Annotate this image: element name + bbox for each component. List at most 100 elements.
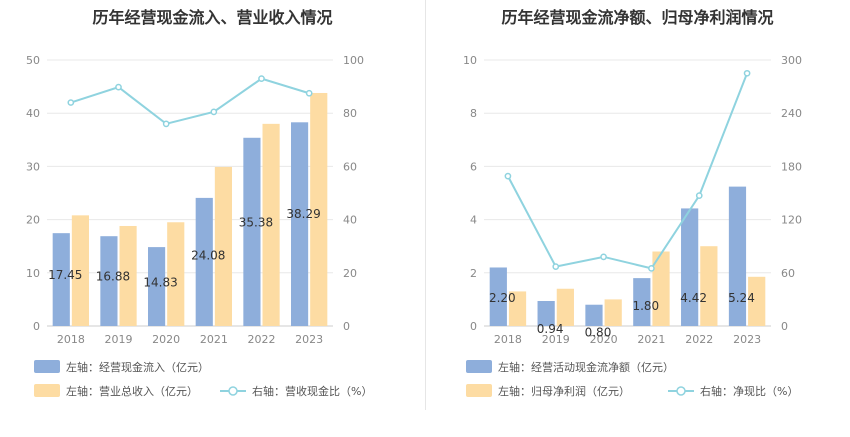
bar-value-label: 4.42 [680,291,707,305]
cash-inflow-revenue-chart: 0 10 20 30 40 50 0 20 40 60 80 100 2018 2019 2020 2021 2… [26,54,372,398]
bar-secondary [71,215,89,326]
panel-divider [425,0,426,410]
legend-label: 右轴：营收现金比（%） [252,384,372,398]
legend-swatch [466,384,492,397]
x-axis-tick: 2022 [685,333,713,346]
bar-value-label: 17.45 [48,268,82,282]
ratio-point [115,83,122,91]
legend-label: 左轴：归母净利润（亿元） [498,384,630,398]
bar-primary [243,137,261,326]
bar-value-label: 14.83 [143,276,177,290]
bar-value-label: 0.94 [537,322,564,336]
left-axis-tick: 20 [26,214,40,227]
x-axis-tick: 2020 [590,333,618,346]
bar-primary [148,247,166,326]
ratio-point [67,99,75,106]
ratio-point [504,172,512,180]
bar-value-label: 0.80 [585,326,612,340]
ratio-point [695,192,703,200]
bar-primary [195,197,213,326]
right-axis-tick: 300 [781,54,802,67]
x-axis-tick: 2023 [295,333,323,346]
right-axis-tick: 120 [781,214,802,227]
legend-swatch [34,360,60,373]
bar-secondary [604,299,622,326]
ratio-point [258,75,265,82]
bar-value-label: 38.29 [286,207,320,221]
bar-value-label: 5.24 [728,291,755,305]
x-axis-tick: 2018 [494,333,522,346]
ratio-point [305,89,313,97]
left-axis-tick: 40 [26,107,40,120]
right-axis-tick: 40 [343,214,357,227]
ratio-point [743,69,751,77]
right-axis-tick: 20 [343,267,357,280]
net-cashflow-profit-chart: 0 2 4 6 8 10 0 60 120 180 240 300 2018 2019 2020 2021 20… [463,54,802,398]
bar-primary [681,208,699,326]
ratio-point [162,120,170,128]
left-axis-tick: 8 [470,107,477,120]
left-axis-tick: 30 [26,160,40,173]
left-axis-tick: 50 [26,54,40,67]
legend-label: 左轴：经营现金流入（亿元） [66,360,209,374]
bar-secondary [700,246,718,326]
bar-secondary [748,276,766,326]
bar-secondary [119,225,137,326]
bar-secondary [508,291,527,326]
x-axis-tick: 2023 [733,333,761,346]
x-axis-tick: 2021 [637,333,665,346]
cash-inflow-revenue-panel: 历年经营现金流入、营业收入情况 0 10 20 30 40 50 0 20 40 60 80 100 2… [26,8,372,398]
legend-swatch [466,360,492,373]
bar-primary [537,300,555,326]
left-axis-tick: 10 [26,267,40,280]
right-axis-tick: 180 [781,160,802,173]
bar-primary [52,233,70,326]
bar-secondary [652,251,670,326]
bar-primary [585,304,603,326]
bar-secondary [556,288,574,326]
left-axis-tick: 0 [33,320,40,333]
legend-line-marker [676,386,686,396]
ratio-point [552,263,560,270]
x-axis-tick: 2020 [152,333,180,346]
ratio-point [210,108,218,116]
legend-label: 左轴：营业总收入（亿元） [66,384,198,398]
chart-title: 历年经营现金流净额、归母净利润情况 [501,8,774,27]
ratio-line [507,72,749,270]
legend-label: 右轴：净现比（%） [700,384,798,398]
ratio-line [70,77,310,125]
bar-value-label: 2.20 [489,291,516,305]
right-axis-tick: 60 [343,160,357,173]
bar-primary [291,122,309,326]
left-axis-tick: 10 [463,54,477,67]
left-axis-tick: 4 [470,214,477,227]
left-axis-tick: 6 [470,160,477,173]
right-axis-tick: 0 [343,320,350,333]
left-axis-tick: 0 [470,320,477,333]
bar-value-label: 1.80 [632,299,659,313]
legend-label: 左轴：经营活动现金流净额（亿元） [498,360,674,374]
x-axis-tick: 2019 [105,333,133,346]
x-axis-tick: 2018 [57,333,85,346]
right-axis-tick: 80 [343,107,357,120]
bar-secondary [167,222,185,326]
right-axis-tick: 240 [781,107,802,120]
bar-primary [100,236,118,326]
legend-swatch [34,384,60,397]
left-axis-tick: 2 [470,267,477,280]
bar-secondary [214,166,232,326]
right-axis-tick: 0 [781,320,788,333]
bar-primary [633,278,651,326]
bar-primary [728,186,747,326]
ratio-point [600,253,607,261]
bar-secondary [262,123,280,326]
chart-title: 历年经营现金流入、营业收入情况 [92,8,333,27]
bar-primary [489,267,507,326]
x-axis-tick: 2021 [200,333,228,346]
bar-secondary [310,92,328,326]
x-axis-tick: 2019 [542,333,570,346]
right-axis-tick: 60 [781,267,795,280]
legend-line-marker [228,386,238,396]
ratio-point [648,265,655,272]
right-axis-tick: 100 [343,54,364,67]
